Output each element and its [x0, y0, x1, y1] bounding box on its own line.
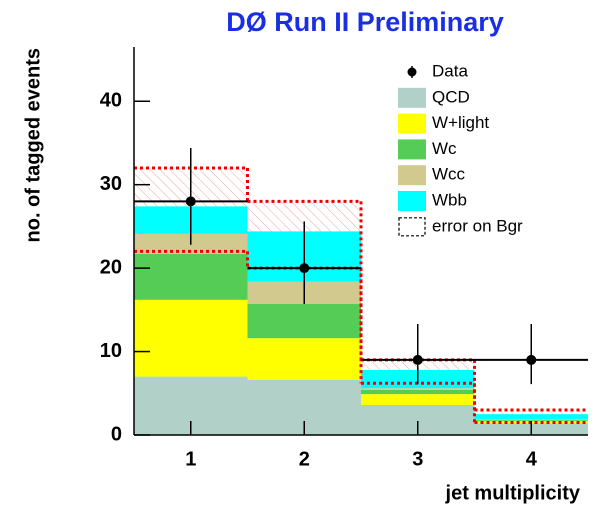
legend-swatch: [398, 113, 426, 134]
bar-segment: [474, 419, 588, 421]
x-tick-label: 1: [185, 448, 196, 470]
legend-swatch: [398, 87, 426, 108]
legend-swatch: [398, 165, 426, 186]
bar-segment: [134, 253, 248, 300]
legend-label: Data: [432, 61, 468, 80]
data-point: [299, 263, 310, 274]
data-point: [185, 196, 196, 207]
chart-title: DØ Run II Preliminary: [226, 7, 504, 37]
x-tick-label: 4: [526, 448, 538, 470]
bar-segment: [361, 389, 475, 395]
error-band-hatch: [474, 409, 588, 415]
legend-swatch: [398, 191, 426, 211]
legend-label: Wbb: [432, 190, 467, 209]
bar-segment: [361, 388, 475, 390]
legend-label: Wcc: [432, 165, 466, 184]
legend-label: W+light: [432, 113, 489, 132]
bar-segment: [474, 414, 588, 420]
x-axis-label: jet multiplicity: [445, 482, 581, 504]
legend-label: Wc: [432, 139, 457, 158]
legend-swatch: [398, 139, 426, 160]
legend-label: error on Bgr: [432, 216, 523, 235]
y-tick-label: 10: [100, 340, 122, 362]
bar-segment: [247, 303, 361, 339]
bar-segment: [134, 299, 248, 377]
data-point: [526, 354, 537, 365]
x-tick-label: 3: [412, 448, 423, 470]
bar-segment: [247, 338, 361, 380]
bar-segment: [361, 394, 475, 405]
bar-segment: [474, 419, 588, 420]
x-tick-label: 2: [299, 448, 310, 470]
y-tick-label: 30: [100, 173, 122, 195]
y-axis-label: no. of tagged events: [22, 48, 44, 242]
legend-label: QCD: [432, 87, 470, 106]
y-tick-label: 40: [100, 90, 122, 112]
legend-marker: [407, 67, 417, 77]
legend-swatch: [398, 217, 426, 237]
y-tick-label: 0: [111, 423, 122, 445]
y-tick-label: 20: [100, 256, 122, 278]
data-point: [412, 354, 423, 365]
